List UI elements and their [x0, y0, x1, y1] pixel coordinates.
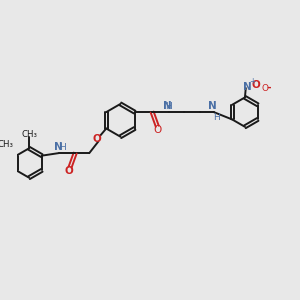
Text: O: O: [64, 166, 73, 176]
Text: O: O: [154, 125, 162, 135]
Text: N: N: [163, 101, 171, 112]
Text: CH₃: CH₃: [0, 140, 13, 149]
Text: N: N: [243, 82, 252, 92]
Text: -: -: [266, 83, 271, 93]
Text: O: O: [251, 80, 260, 90]
Text: CH₃: CH₃: [21, 130, 37, 139]
Text: H: H: [213, 113, 220, 122]
Text: +: +: [249, 76, 256, 85]
Text: N: N: [54, 142, 63, 152]
Text: H: H: [59, 143, 65, 152]
Text: N: N: [208, 101, 217, 112]
Text: O: O: [92, 134, 101, 144]
Text: O: O: [261, 84, 268, 93]
Text: H: H: [165, 102, 172, 111]
